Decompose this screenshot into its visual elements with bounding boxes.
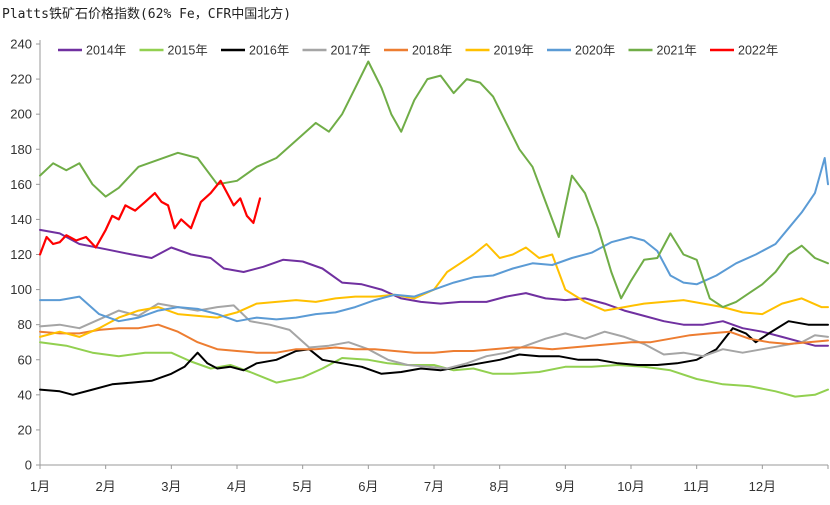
series-line [39,323,829,354]
legend: 2014年 2015年 2016年 2017年 2018年 2019年 2020年 2021年… [58,44,778,58]
legend-label: 2021年 [657,44,697,58]
legend-label: 2018年 [412,44,452,58]
series-line [39,157,829,323]
y-tick-label: 220 [10,72,32,87]
chart-title: Platts铁矿石价格指数(62% Fe，CFR中国北方) [2,7,292,22]
legend-label: 2017年 [331,44,371,58]
legend-label: 2016年 [249,44,289,58]
x-tick-label: 11月 [683,479,710,494]
x-tick-label: 12月 [749,479,776,494]
x-tick-label: 5月 [293,479,313,494]
y-tick-label: 200 [10,107,32,122]
series-line [39,60,829,309]
x-tick-label: 7月 [424,479,444,494]
x-tick-label: 6月 [358,479,378,494]
y-tick-label: 0 [25,458,32,473]
x-tick-label: 2月 [96,479,116,494]
y-tick-label: 60 [18,352,32,367]
series-line [38,179,262,256]
y-tick-label: 20 [18,422,32,437]
series-line [39,228,829,347]
y-tick-label: 80 [18,317,32,332]
legend-label: 2020年 [575,44,615,58]
legend-label: 2014年 [86,44,126,58]
x-tick-label: 4月 [227,479,247,494]
legend-label: 2015年 [168,44,208,58]
x-axis: 1月 2月 3月 4月 5月 6月 7月 8月 9月 10月 11月 12月 [30,464,829,494]
series-line [39,243,829,338]
x-tick-label: 3月 [161,479,181,494]
series-line [39,302,829,370]
series-line [39,341,829,398]
y-axis: 0 20 40 60 80 100 120 140 160 180 200 220 240 [10,37,41,473]
x-tick-label: 8月 [490,479,510,494]
y-tick-label: 160 [10,177,32,192]
legend-label: 2022年 [738,44,778,58]
y-tick-label: 40 [18,387,32,402]
y-tick-label: 140 [10,212,32,227]
x-tick-label: 1月 [30,479,50,494]
y-tick-label: 240 [10,37,32,52]
x-tick-label: 9月 [555,479,575,494]
x-tick-label: 10月 [617,479,644,494]
y-tick-label: 120 [10,247,32,262]
legend-label: 2019年 [494,44,534,58]
y-tick-label: 100 [10,282,32,297]
series-lines [38,60,829,398]
series-line [39,320,829,396]
y-tick-label: 180 [10,142,32,157]
